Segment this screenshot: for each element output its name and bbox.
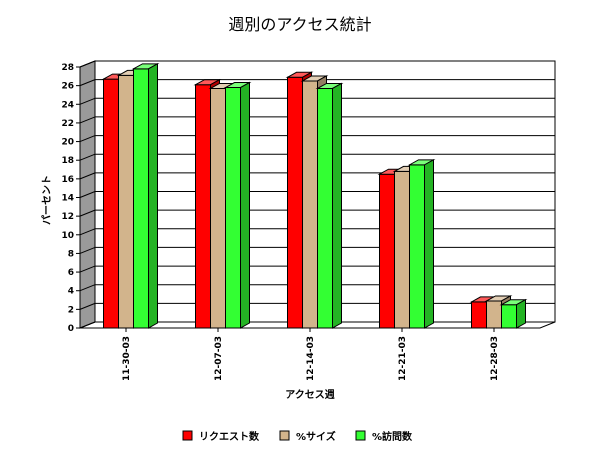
bar-front — [287, 76, 303, 329]
legend-label: リクエスト数 — [199, 430, 260, 443]
y-tick-label: 20 — [61, 138, 74, 148]
bar-front — [409, 164, 425, 329]
grid-line-side — [79, 135, 96, 143]
y-axis-title: パーセント — [41, 175, 53, 225]
grid-line-side — [79, 321, 96, 329]
y-tick-label: 10 — [61, 231, 74, 241]
y-tick-label: 8 — [68, 249, 74, 259]
bar-front — [302, 80, 318, 329]
y-tick-label: 2 — [68, 305, 74, 315]
legend-swatch — [182, 430, 193, 441]
bar-front — [471, 301, 487, 329]
grid-line-side — [79, 228, 96, 236]
bar-front — [486, 300, 502, 329]
bar-front — [195, 84, 211, 329]
bar-front — [118, 74, 134, 329]
bar-side — [516, 298, 526, 329]
bar-front — [317, 87, 333, 329]
bar-side — [240, 81, 250, 329]
legend-label: %サイズ — [296, 430, 336, 443]
bars — [101, 63, 528, 329]
x-tick-label: 11-30-03 — [122, 336, 132, 381]
y-tick-label: 6 — [68, 268, 74, 278]
x-tick-label: 12-14-03 — [306, 336, 316, 381]
y-tick-label: 4 — [68, 287, 74, 297]
legend-item: %訪問数 — [355, 430, 413, 443]
bar — [499, 298, 528, 329]
grid-line-side — [79, 60, 96, 68]
y-tick-label: 22 — [61, 119, 74, 129]
bar — [407, 159, 436, 329]
y-tick-label: 26 — [61, 82, 74, 92]
bar — [315, 82, 344, 329]
y-tick-label: 28 — [61, 63, 74, 73]
bar-front — [133, 68, 149, 329]
bar-side — [332, 82, 342, 329]
x-tick-label: 12-07-03 — [214, 336, 224, 381]
grid-line-side — [79, 246, 96, 254]
y-tick-label: 24 — [61, 100, 74, 110]
bar-front — [225, 87, 241, 329]
y-tick-label: 12 — [61, 212, 74, 222]
bar-side — [424, 159, 434, 329]
x-axis-ticks: 11-30-03 12-07-03 12-14-03 12-21-03 12-28-03 — [122, 328, 500, 381]
x-axis-title: アクセス週 — [285, 389, 335, 401]
grid-line-side — [79, 79, 96, 87]
legend-swatch — [355, 430, 366, 441]
y-tick-label: 18 — [61, 156, 74, 166]
x-tick-label: 12-28-03 — [490, 336, 500, 381]
grid-line-side — [79, 97, 96, 105]
bar-front — [210, 87, 226, 329]
grid-line-side — [79, 302, 96, 310]
grid-line-side — [79, 153, 96, 161]
legend-item: %サイズ — [279, 430, 336, 443]
grid-line-side — [79, 284, 96, 292]
bar-side — [148, 63, 158, 329]
legend-swatch — [279, 430, 290, 441]
grid-line-side — [79, 116, 96, 124]
legend: リクエスト数 %サイズ %訪問数 — [182, 430, 413, 443]
bar — [131, 63, 160, 329]
bar-front — [501, 304, 517, 329]
bar — [223, 81, 252, 329]
legend-label: %訪問数 — [372, 430, 413, 443]
chart-title: 週別のアクセス統計 — [228, 15, 371, 34]
grid-line-side — [79, 172, 96, 180]
grid-line-side — [79, 191, 96, 198]
grid-line-side — [79, 265, 96, 273]
y-tick-label: 16 — [61, 175, 74, 185]
legend-item: リクエスト数 — [182, 430, 260, 443]
y-tick-label: 0 — [68, 324, 74, 334]
y-tick-label: 14 — [61, 194, 74, 204]
bar-front — [103, 78, 119, 329]
x-tick-label: 12-21-03 — [398, 336, 408, 381]
bar-front — [394, 170, 410, 329]
bar-front — [379, 173, 395, 329]
grid-line-side — [79, 209, 96, 217]
